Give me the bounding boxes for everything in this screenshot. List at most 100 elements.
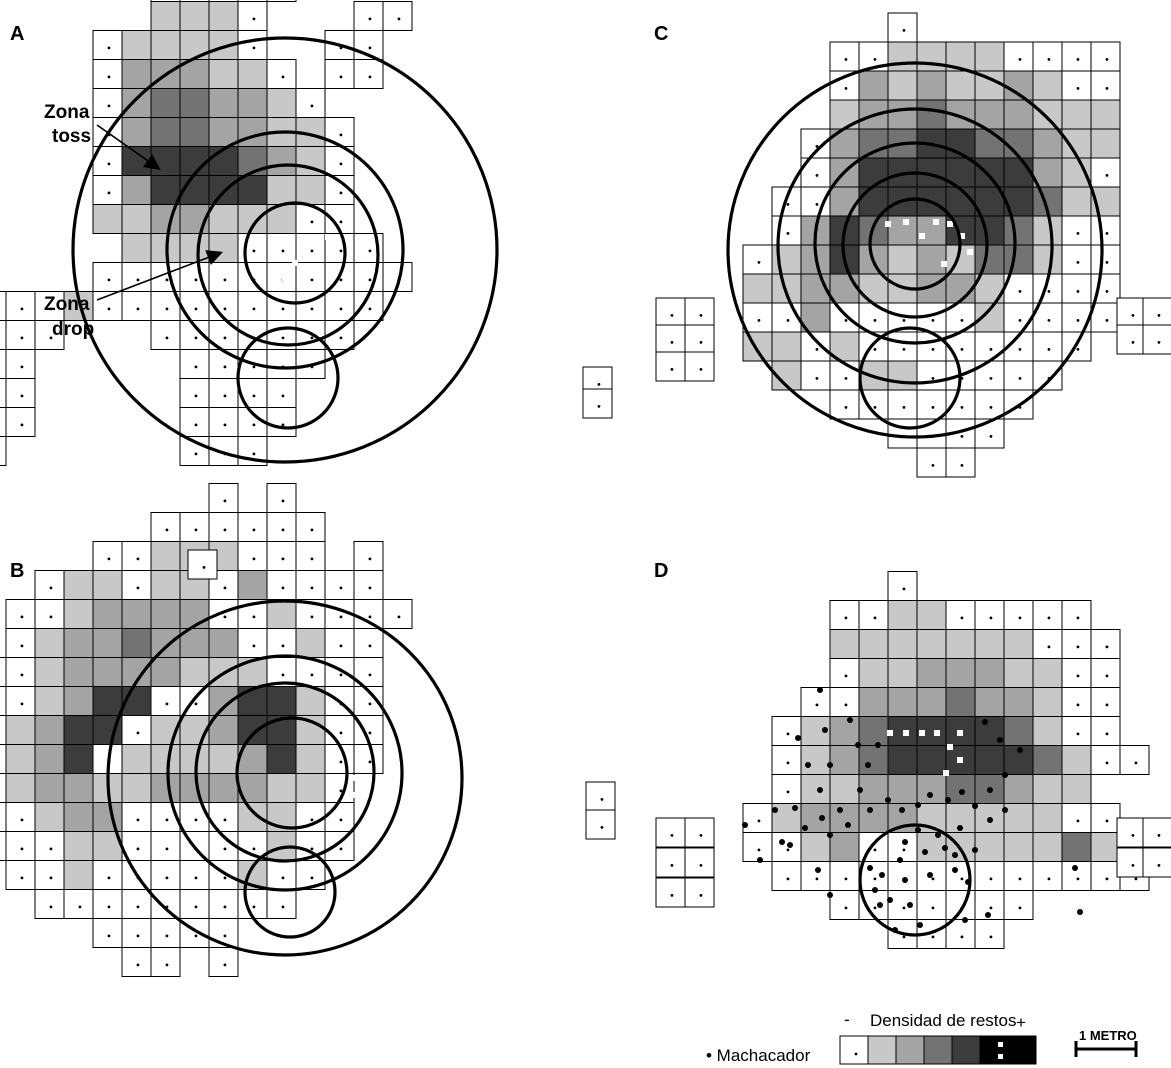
grid-cell — [353, 1, 384, 31]
grid-cell — [1032, 774, 1063, 804]
grid-cell — [1032, 687, 1063, 717]
cell-dot — [1047, 58, 1051, 61]
grid-cell — [1090, 128, 1121, 159]
cell-dot — [815, 174, 819, 177]
cell-dot — [252, 615, 256, 619]
hammerstone-point — [965, 879, 971, 885]
grid-cell — [974, 745, 1005, 775]
grid-cell — [684, 817, 715, 848]
cell-dot — [960, 348, 964, 351]
cell-dot — [1076, 703, 1080, 707]
grid-cell — [1032, 861, 1063, 891]
grid-cell — [655, 351, 686, 382]
circle-layer — [71, 36, 1104, 957]
cell-dot — [960, 435, 964, 438]
cell-dot — [339, 75, 343, 79]
grid-cell — [582, 388, 613, 419]
grid-cell — [34, 320, 65, 350]
grid-cell — [92, 860, 123, 890]
zone-ring — [726, 61, 1104, 439]
grid-cell — [208, 233, 239, 263]
cell-dot — [223, 278, 227, 282]
cell-dot — [815, 348, 819, 351]
hammerstone-point — [805, 762, 811, 768]
cell-dot — [1047, 616, 1051, 620]
hammerstone-point — [819, 815, 825, 821]
cell-dot — [202, 566, 206, 569]
hammerstone-point — [935, 832, 941, 838]
grid-cell — [858, 157, 889, 188]
grid-cell — [0, 291, 7, 321]
cell-dot — [20, 336, 24, 340]
grid-cell — [684, 351, 715, 382]
grid-cell — [916, 70, 947, 101]
grid-cell — [5, 407, 36, 437]
legend-swatch — [951, 1035, 981, 1065]
grid-cell — [800, 687, 831, 717]
grid-cell — [1003, 302, 1034, 333]
cell-dot — [20, 876, 24, 880]
cell-dot — [597, 383, 601, 386]
grid-cell — [34, 657, 65, 687]
hammerstone-point — [815, 867, 821, 873]
cell-dot — [223, 423, 227, 427]
cell-dot — [757, 819, 761, 823]
zone-ring — [776, 107, 1054, 385]
cell-dot — [815, 703, 819, 707]
cell-dot — [931, 348, 935, 351]
cell-dot — [310, 278, 314, 282]
cell-dot — [281, 905, 285, 909]
grid-cell — [150, 599, 181, 629]
cell-dot — [368, 75, 372, 79]
black-cell-highlight — [315, 248, 321, 254]
cell-dot — [165, 278, 169, 282]
grid-cell — [0, 715, 7, 745]
grid-cell — [1061, 629, 1092, 659]
grid-cell — [1003, 658, 1034, 688]
grid-cell — [916, 389, 947, 420]
grid-cell — [1116, 817, 1147, 848]
grid-cell — [1090, 215, 1121, 246]
cell-dot — [339, 731, 343, 735]
grid-cell — [150, 831, 181, 861]
grid-cell — [150, 320, 181, 350]
grid-cell — [771, 861, 802, 891]
grid-cell — [974, 41, 1005, 72]
hammerstone-point — [802, 825, 808, 831]
cell-dot — [1076, 674, 1080, 678]
grid-cell — [1032, 658, 1063, 688]
grid-cell — [1032, 215, 1063, 246]
grid-cell — [829, 41, 860, 72]
cell-dot — [989, 877, 993, 881]
cell-dot — [1131, 864, 1135, 867]
hammerstone-point — [837, 807, 843, 813]
cell-dot — [165, 963, 169, 967]
grid-cell — [237, 291, 268, 321]
grid-cell — [63, 889, 94, 919]
cell-dot — [339, 278, 343, 282]
hammerstone-point — [787, 842, 793, 848]
grid-cell — [295, 88, 326, 118]
cell-dot — [281, 307, 285, 311]
hammerstone-point — [899, 807, 905, 813]
cell-dot — [194, 336, 198, 340]
grid-cell — [121, 175, 152, 205]
cell-dot — [397, 615, 401, 619]
zona-drop-label-line1: Zona — [44, 294, 90, 315]
grid-cell — [974, 244, 1005, 275]
cell-dot — [339, 162, 343, 166]
grid-cell — [121, 773, 152, 803]
cell-dot — [194, 423, 198, 427]
cell-dot — [223, 499, 227, 503]
cell-dot — [670, 864, 674, 867]
cell-dot — [989, 406, 993, 409]
cell-dot — [223, 336, 227, 340]
cell-dot — [873, 906, 877, 910]
grid-cell — [92, 291, 123, 321]
cell-dot — [786, 232, 790, 235]
cell-dot — [1157, 864, 1161, 867]
grid-cell — [1032, 716, 1063, 746]
grid-cell — [0, 320, 7, 350]
cell-dot — [1018, 906, 1022, 910]
grid-cell — [945, 447, 976, 478]
